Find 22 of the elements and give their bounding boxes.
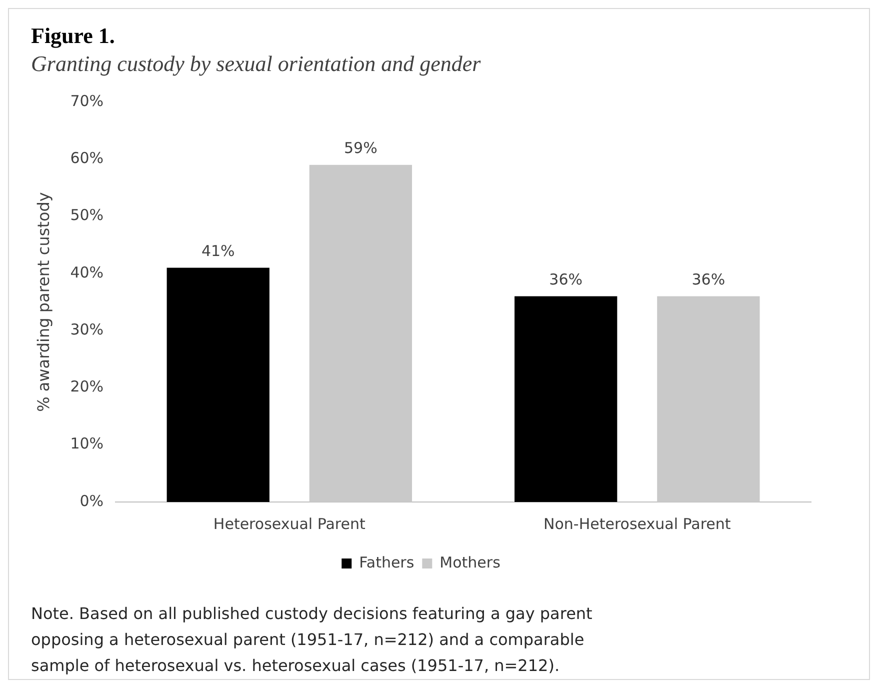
y-tick-label: 60% xyxy=(70,149,104,168)
y-tick-label: 20% xyxy=(70,378,104,396)
y-axis-title: % awarding parent custody xyxy=(34,192,53,412)
data-label: 41% xyxy=(201,242,235,260)
chart-subtitle: Granting custody by sexual orientation and gender xyxy=(31,51,482,77)
bar xyxy=(514,296,618,502)
bar xyxy=(166,268,270,502)
y-tick-label: 10% xyxy=(70,434,104,453)
x-tick-label: Heterosexual Parent xyxy=(213,514,366,533)
y-tick-label: 50% xyxy=(70,206,104,224)
y-tick-label: 70% xyxy=(70,92,104,110)
y-tick-label: 0% xyxy=(80,492,104,510)
legend-label: Mothers xyxy=(440,553,501,572)
y-tick-label: 30% xyxy=(70,320,104,338)
data-label: 59% xyxy=(344,139,378,158)
text: Note. Based on all published custody decisions featuring a gay parent opposing a heterosexual parent (1951-17, n=212) and a comparable sample of heterosexual vs. heterosexual cases (1951-17, n=212). xyxy=(31,603,594,677)
y-tick-label: 40% xyxy=(70,263,104,282)
data-label: 36% xyxy=(549,270,583,289)
x-tick-label: Non-Heterosexual Parent xyxy=(544,514,731,533)
chart-title: Figure 1. xyxy=(31,23,116,49)
data-label: 36% xyxy=(692,270,726,289)
legend-label: Fathers xyxy=(359,553,414,572)
